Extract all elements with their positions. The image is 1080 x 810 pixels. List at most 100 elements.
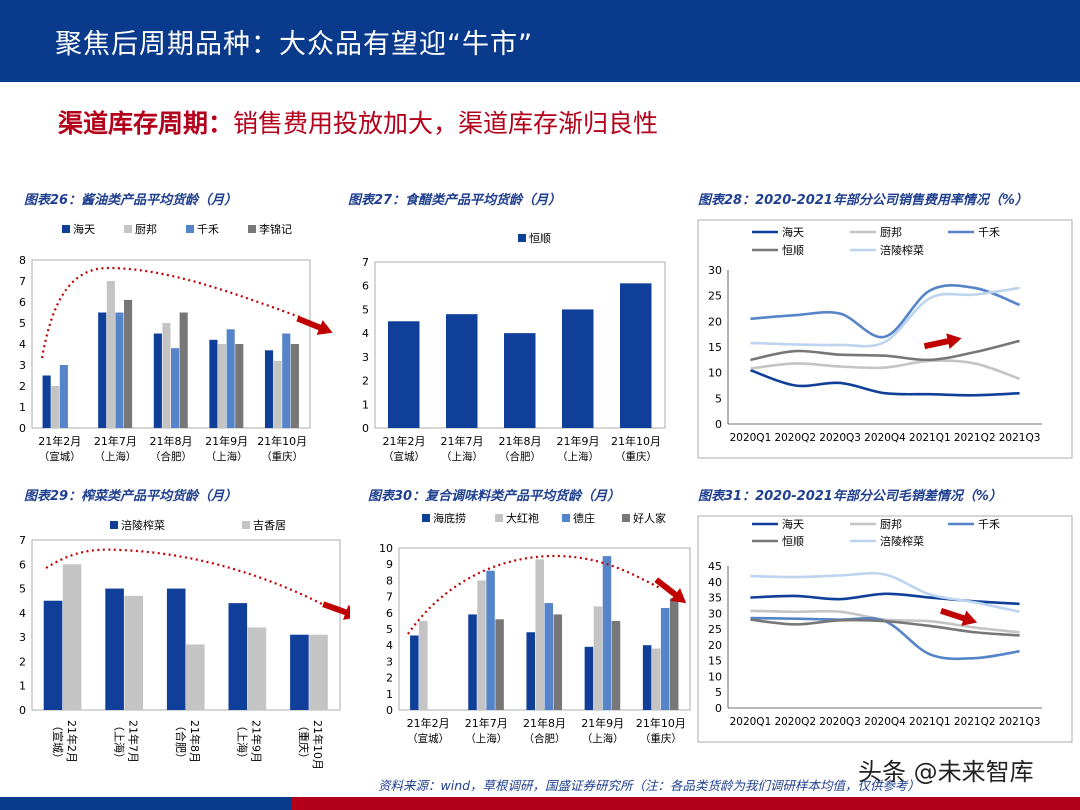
- c26-trend-curve: [40, 266, 301, 359]
- c29-bar-s0-c0: [43, 600, 63, 710]
- c30-legend-label-1: 大红袍: [506, 511, 539, 525]
- c31-xtick-6: 2021Q3: [999, 716, 1041, 728]
- c29-xtick-0: 21年2月: [65, 720, 79, 763]
- footer-blue-strip: [0, 797, 292, 810]
- c26-bar-s3-c1: [124, 299, 133, 428]
- c26-legend-label-1: 厨邦: [135, 223, 157, 236]
- c29-ytick-0: 0: [19, 704, 26, 717]
- c29-xsub-4: （重庆）: [297, 720, 311, 764]
- c30-bar-s2-c3: [602, 556, 612, 710]
- c30-xsub-3: （上海）: [582, 732, 624, 745]
- c30-ytick-3: 3: [386, 655, 393, 668]
- c30-ytick-10: 10: [379, 542, 393, 555]
- c26-trend-arrow: [296, 315, 333, 335]
- c30-bar-s2-c1: [486, 570, 495, 710]
- c31-xtick-2: 2020Q3: [819, 716, 861, 728]
- c26-ytick-2: 2: [19, 380, 26, 393]
- c31-ytick-6: 30: [708, 607, 722, 620]
- c26-xsub-0: （宣城）: [39, 450, 81, 463]
- c29-bar-s1-c0: [62, 564, 82, 710]
- c29-bar-s1-c4: [309, 634, 328, 710]
- c28-chart-frame: [697, 219, 1073, 459]
- c29-xtick-1: 21年7月: [126, 720, 140, 763]
- watermark: 头条 @未来智库: [858, 758, 1034, 786]
- page-title: 聚焦后周期品种：大众品有望迎“牛市”: [55, 29, 533, 60]
- c27-ytick-1: 1: [362, 398, 369, 411]
- c26-bar-s0-c2: [153, 333, 162, 428]
- c26-legend-label-0: 海天: [73, 222, 95, 236]
- c29-trend-curve: [45, 548, 323, 605]
- c30-legend-swatch-1: [495, 514, 503, 522]
- c26-bar-s2-c1: [115, 312, 124, 428]
- c29-ytick-5: 5: [19, 583, 26, 596]
- c26-bar-s2-c4: [282, 333, 291, 428]
- c31-ytick-0: 0: [715, 702, 722, 715]
- c30-xtick-1: 21年7月: [465, 716, 508, 730]
- c30-xsub-0: （宣城）: [407, 732, 449, 745]
- c31-ytick-2: 10: [708, 670, 722, 683]
- c27-ytick-2: 2: [362, 375, 369, 388]
- footer-bar: [0, 797, 1080, 810]
- c30-ytick-5: 5: [386, 623, 393, 636]
- c29-bar-s1-c3: [247, 627, 267, 710]
- c26-bar-s1-c4: [273, 360, 282, 428]
- c29-ytick-1: 1: [19, 680, 26, 693]
- c28-xtick-2: 2020Q3: [819, 432, 861, 444]
- c28-line-s2: [750, 284, 1021, 339]
- c27-ytick-5: 5: [362, 303, 369, 316]
- c26-legend-swatch-1: [124, 225, 132, 233]
- c26-ytick-3: 3: [19, 359, 26, 372]
- c26-xtick-2: 21年8月: [150, 434, 193, 448]
- c28-line-s4: [750, 286, 1020, 348]
- source-note: 资料来源：wind，草根调研，国盛证券研究所（注：各品类货龄为我们调研样本均值，…: [378, 778, 921, 793]
- c30-legend-swatch-2: [562, 514, 570, 522]
- c30-bar-s2-c2: [544, 603, 554, 710]
- c26-bar-s2-c0: [59, 365, 68, 428]
- c26-bar-s2-c3: [226, 329, 235, 428]
- c31-legend-label-1: 厨邦: [880, 518, 902, 531]
- c29-trend-arrow: [322, 601, 350, 620]
- c30-bar-s0-c2: [526, 632, 535, 710]
- c31-xtick-5: 2021Q2: [954, 716, 996, 728]
- c30-xsub-1: （上海）: [465, 732, 507, 745]
- c31-legend-label-2: 千禾: [978, 518, 1000, 531]
- c28-ytick-1: 5: [715, 392, 722, 405]
- c28-trend-arrow: [923, 333, 962, 350]
- c27-xsub-4: （重庆）: [615, 450, 657, 463]
- c29-bar-s1-c1: [124, 595, 143, 710]
- c26-legend-swatch-2: [186, 225, 194, 233]
- c26-xtick-1: 21年7月: [94, 434, 137, 448]
- c30-bar-s0-c3: [584, 646, 594, 710]
- c30-ytick-8: 8: [386, 574, 393, 587]
- c28-ytick-4: 20: [708, 315, 722, 328]
- c29-bar-s0-c4: [290, 634, 309, 710]
- subtitle-rest: 销售费用投放加大，渠道库存渐归良性: [233, 109, 659, 138]
- c27-xtick-4: 21年10月: [611, 434, 661, 448]
- chart-27: 0 1 2 3 4 5 6 7 21年2月 （宣城） 21年7月 （上海） 21年8月 （合肥） 21年9月…: [362, 232, 666, 463]
- c27-xsub-2: （合肥）: [499, 450, 541, 463]
- c30-trend-curve: [407, 554, 661, 635]
- c27-xtick-2: 21年8月: [499, 434, 542, 448]
- c30-trend-arrow: [654, 577, 687, 604]
- c26-xsub-1: （上海）: [94, 450, 136, 463]
- c29-xtick-2: 21年8月: [188, 720, 202, 763]
- c30-ytick-2: 2: [386, 672, 393, 685]
- c28-legend-label-1: 厨邦: [880, 226, 902, 239]
- c31-ytick-3: 15: [708, 655, 722, 668]
- c29-bar-s0-c1: [105, 588, 124, 710]
- c31-line-s4: [750, 571, 1020, 614]
- c27-bar-s0-c0: [388, 321, 420, 428]
- c29-ytick-6: 6: [19, 558, 26, 571]
- c30-legend-swatch-3: [622, 514, 630, 522]
- c28-legend-label-0: 海天: [782, 225, 804, 239]
- c26-legend-label-2: 千禾: [197, 223, 219, 236]
- c29-legend-swatch-1: [242, 521, 250, 529]
- chart-26: 0 1 2 3 4 5 6 7 8 21年2月 （宣城） 21年7月 （上海） 21年8月 （合肥） 21年9…: [19, 222, 333, 463]
- c30-xsub-2: （合肥）: [524, 732, 566, 745]
- c26-bar-s2-c2: [171, 348, 180, 428]
- chart-31-title: 图表31：2020-2021年部分公司毛销差情况（%）: [698, 489, 1002, 504]
- c30-bar-s3-c1: [495, 619, 504, 710]
- c27-ytick-0: 0: [362, 422, 369, 435]
- c26-bar-s1-c0: [51, 386, 60, 428]
